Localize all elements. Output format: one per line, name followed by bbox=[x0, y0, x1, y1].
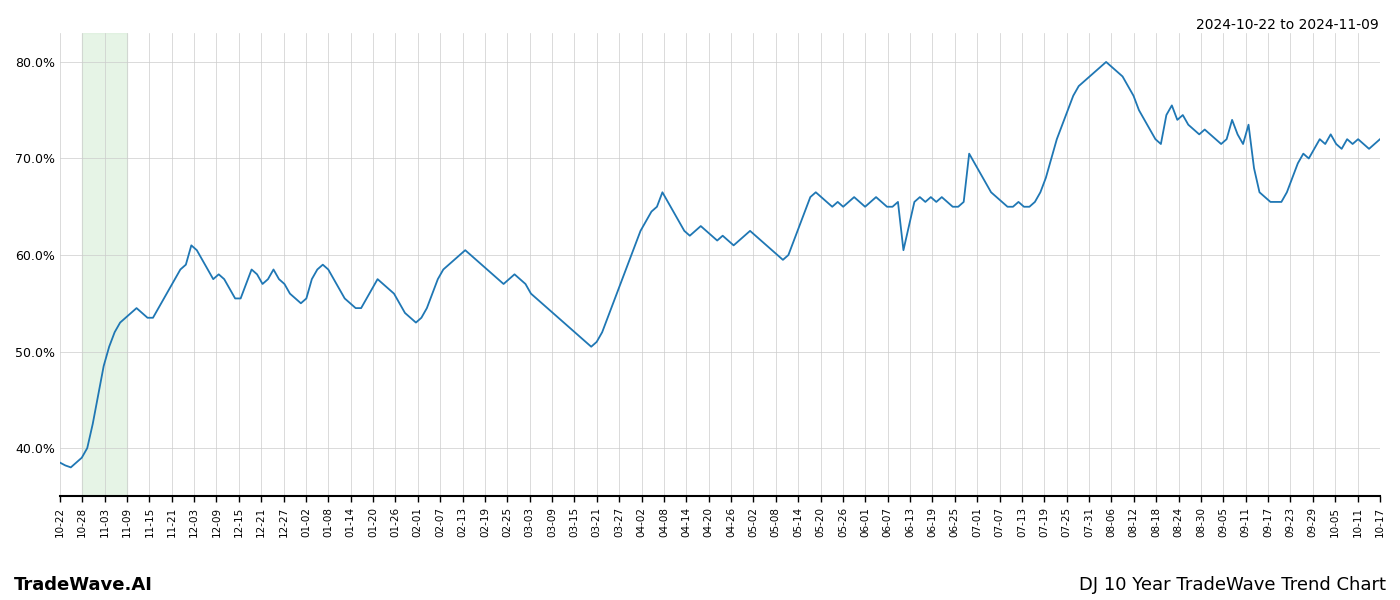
Text: TradeWave.AI: TradeWave.AI bbox=[14, 576, 153, 594]
Text: DJ 10 Year TradeWave Trend Chart: DJ 10 Year TradeWave Trend Chart bbox=[1079, 576, 1386, 594]
Text: 2024-10-22 to 2024-11-09: 2024-10-22 to 2024-11-09 bbox=[1196, 18, 1379, 32]
Bar bbox=[83, 33, 127, 496]
